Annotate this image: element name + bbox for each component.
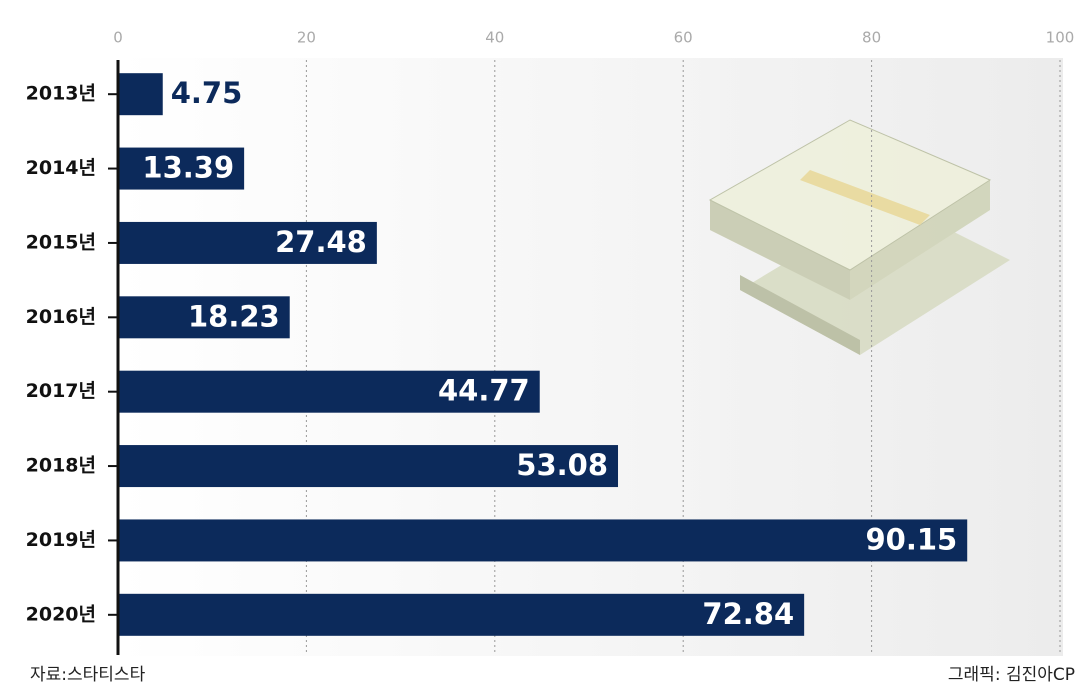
value-label: 27.48: [275, 225, 367, 259]
y-tick-label: 2016년: [26, 306, 96, 328]
y-tick-label: 2013년: [26, 83, 96, 105]
value-label: 4.75: [171, 76, 243, 110]
x-tick-label: 40: [485, 29, 504, 47]
x-tick-label: 20: [297, 29, 316, 47]
value-label: 18.23: [188, 299, 280, 333]
x-tick-label: 60: [674, 29, 693, 47]
value-label: 13.39: [142, 151, 234, 185]
value-label: 44.77: [438, 374, 530, 408]
y-tick-label: 2018년: [26, 455, 96, 477]
x-tick-label: 80: [862, 29, 881, 47]
value-label: 72.84: [702, 597, 794, 631]
y-tick-label: 2014년: [26, 157, 96, 179]
source: 자료:스타티스타: [30, 665, 146, 685]
bar: [118, 519, 967, 561]
bar: [118, 594, 804, 636]
y-tick-label: 2015년: [26, 231, 96, 253]
x-tick-label: 0: [113, 29, 123, 47]
bar: [118, 73, 163, 115]
y-tick-label: 2020년: [26, 603, 96, 625]
value-label: 53.08: [516, 448, 608, 482]
value-label: 90.15: [865, 522, 957, 556]
x-tick-label: 100: [1046, 29, 1075, 47]
credit: 그래픽: 김진아CP: [948, 665, 1075, 685]
y-tick-label: 2019년: [26, 529, 96, 551]
plot-background: [118, 58, 1063, 656]
y-tick-label: 2017년: [26, 380, 96, 402]
chart: 자료:스타티스타 그래픽: 김진아CP 0 20 40 60 80 100 2013년 4.7…: [0, 0, 1090, 689]
